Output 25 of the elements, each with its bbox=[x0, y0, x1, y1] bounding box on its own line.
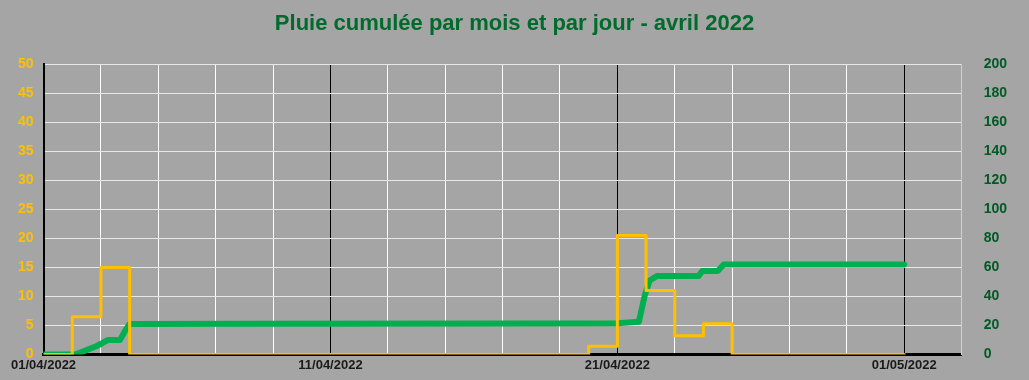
y2-tick-label: 80 bbox=[983, 229, 1000, 246]
y-tick-label: 15 bbox=[17, 258, 34, 275]
y-tick-label: 25 bbox=[17, 200, 34, 217]
chart-title: Pluie cumulée par mois et par jour - avril 2022 bbox=[273, 10, 756, 36]
y2-tick-label: 40 bbox=[983, 287, 1000, 304]
y2-tick-label: 20 bbox=[983, 316, 1000, 333]
x-tick-label: 01/05/2022 bbox=[871, 356, 937, 372]
y-tick-label: 35 bbox=[17, 142, 34, 159]
x-tick-label: 11/04/2022 bbox=[298, 356, 363, 372]
y2-tick-label: 200 bbox=[983, 55, 1008, 72]
y-tick-label: 40 bbox=[17, 113, 34, 130]
y2-tick-label: 0 bbox=[983, 345, 992, 362]
y2-tick-label: 140 bbox=[983, 142, 1008, 159]
x-tick-label: 21/04/2022 bbox=[584, 356, 650, 372]
y-tick-label: 5 bbox=[25, 316, 34, 333]
y-tick-label: 20 bbox=[17, 229, 34, 246]
y-tick-label: 10 bbox=[17, 287, 34, 304]
y2-tick-label: 180 bbox=[983, 84, 1008, 101]
y2-tick-label: 160 bbox=[983, 113, 1008, 130]
y2-tick-label: 60 bbox=[983, 258, 1000, 275]
y2-tick-label: 100 bbox=[983, 200, 1008, 217]
y-tick-label: 50 bbox=[17, 55, 34, 72]
y2-tick-label: 120 bbox=[983, 171, 1008, 188]
y-tick-label: 30 bbox=[17, 171, 34, 188]
y-tick-label: 45 bbox=[17, 84, 34, 101]
